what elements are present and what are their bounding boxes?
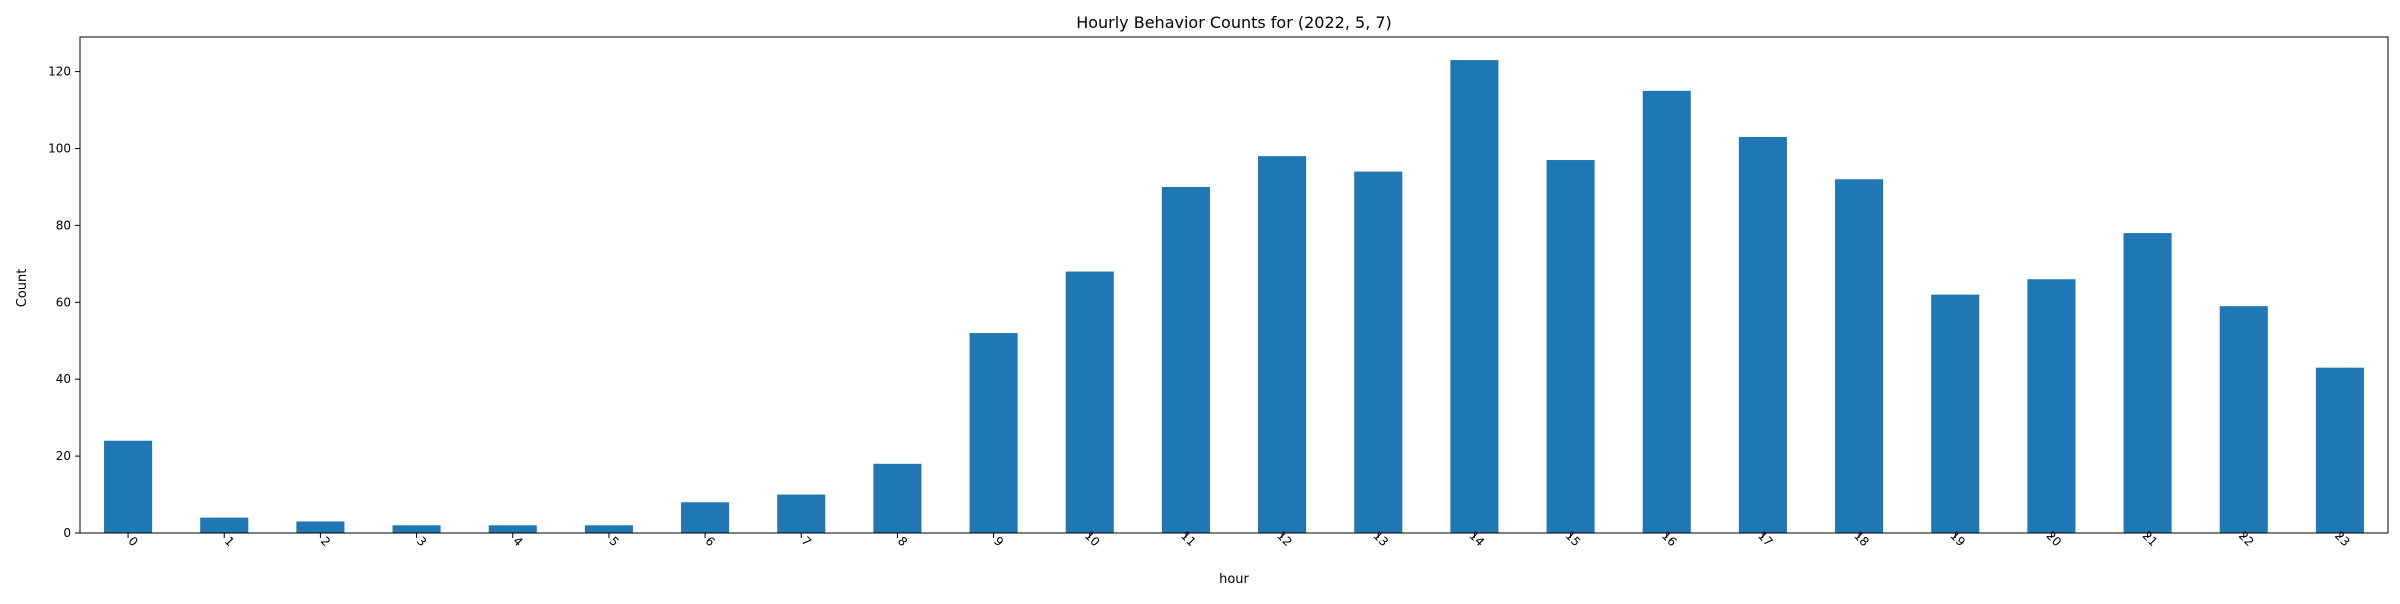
bars-layer	[104, 60, 2364, 534]
bar-hour-7	[777, 494, 826, 533]
bar-hour-18	[1835, 179, 1884, 534]
bar-hour-20	[2027, 279, 2076, 533]
bar-hour-17	[1738, 136, 1787, 533]
bar-hour-4	[488, 525, 537, 533]
bar-hour-23	[2315, 367, 2364, 533]
y-tick-label: 80	[56, 218, 71, 232]
bar-hour-16	[1642, 90, 1691, 533]
plot-frame	[79, 36, 2389, 534]
y-tick-label: 20	[56, 449, 71, 463]
bar-hour-11	[1161, 186, 1210, 533]
bar-hour-5	[584, 525, 633, 533]
y-tick-label: 60	[56, 295, 71, 309]
y-tick-label: 100	[48, 142, 71, 156]
bar-hour-14	[1450, 60, 1499, 534]
y-axis-label: Count	[15, 269, 30, 308]
bar-hour-9	[969, 333, 1018, 533]
bar-hour-1	[200, 517, 249, 533]
x-axis-ticks: 0 1 2 3 4 5 6 7 8 9 10 11 12 13 14 15 16 17 18 19 20 21 22 23	[126, 528, 2353, 549]
bar-hour-21	[2123, 233, 2172, 533]
bar-hour-15	[1546, 160, 1595, 533]
bar-hour-8	[873, 463, 922, 533]
y-tick-label: 0	[63, 526, 71, 540]
x-axis-label: hour	[1219, 572, 1249, 587]
bar-hour-22	[2219, 306, 2268, 533]
bar-hour-10	[1065, 271, 1114, 533]
bar-hour-13	[1354, 171, 1403, 533]
y-tick-label: 40	[56, 372, 71, 386]
y-axis-ticks: 0 20 40 60 80 100 120	[48, 65, 80, 540]
chart-title: Hourly Behavior Counts for (2022, 5, 7)	[1076, 13, 1392, 32]
bar-hour-2	[296, 521, 345, 533]
bar-hour-6	[681, 502, 730, 533]
bar-hour-12	[1258, 156, 1307, 534]
bar-hour-19	[1931, 294, 1980, 533]
bar-hour-3	[392, 525, 441, 533]
y-tick-label: 120	[48, 65, 71, 79]
bar-hour-0	[104, 440, 153, 533]
